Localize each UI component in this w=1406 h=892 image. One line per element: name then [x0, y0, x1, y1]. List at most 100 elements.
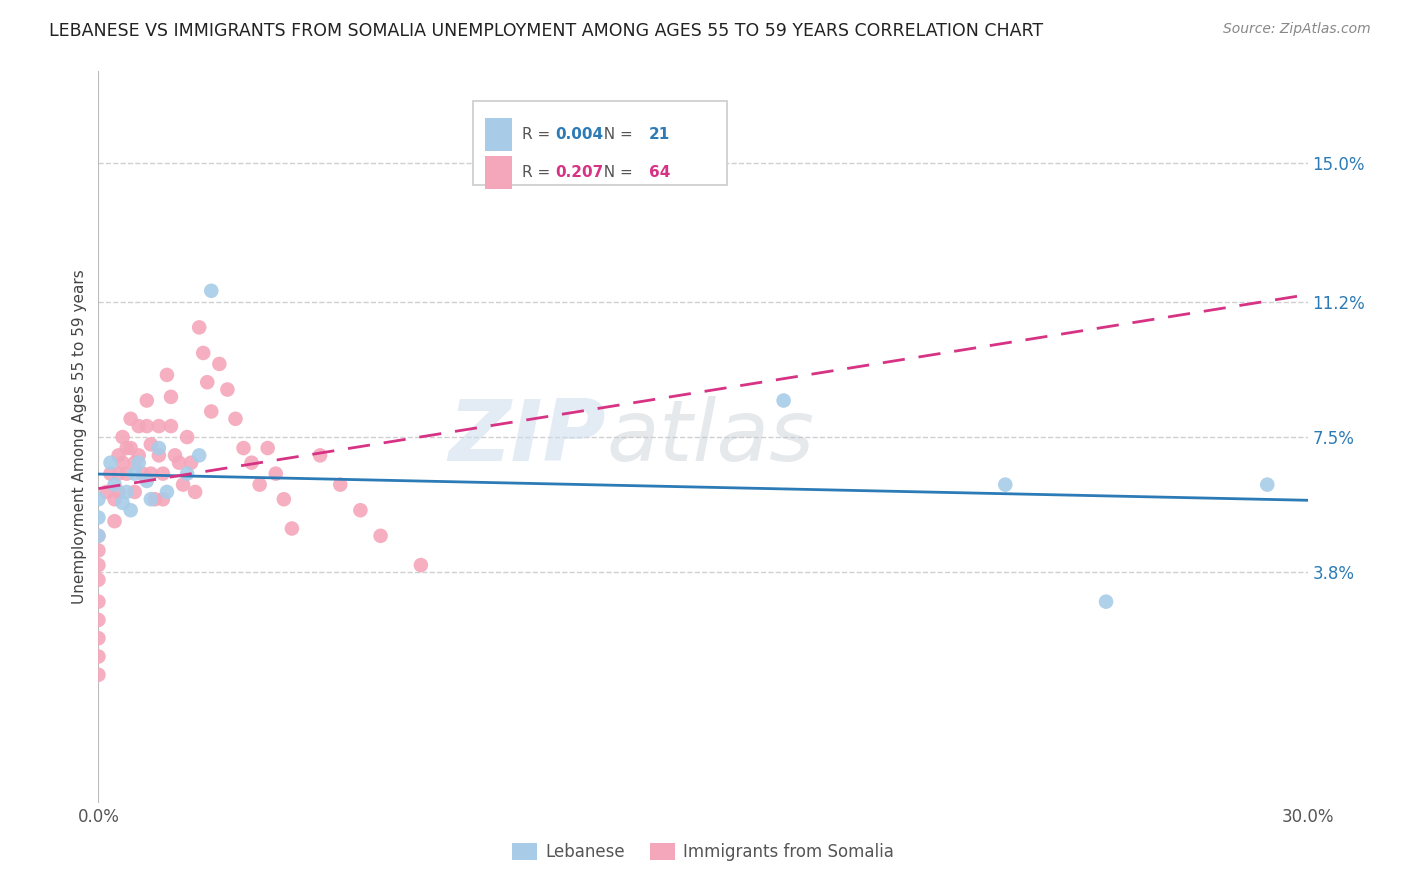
Point: [772, 393, 794, 408]
Point: [409, 558, 432, 573]
Point: [128, 448, 150, 462]
Point: [1256, 477, 1278, 491]
Point: [124, 485, 146, 500]
Point: [107, 485, 129, 500]
Point: [128, 419, 150, 434]
Point: [124, 467, 146, 481]
Point: [87, 510, 110, 524]
Text: R =: R =: [522, 127, 555, 142]
Point: [329, 477, 352, 491]
Point: [172, 477, 194, 491]
Point: [135, 419, 157, 434]
Y-axis label: Unemployment Among Ages 55 to 59 years: Unemployment Among Ages 55 to 59 years: [72, 269, 87, 605]
Point: [111, 430, 134, 444]
Point: [208, 357, 231, 371]
Point: [87, 529, 110, 543]
Point: [103, 492, 125, 507]
Point: [87, 594, 110, 608]
Point: [128, 456, 150, 470]
Text: ZIP: ZIP: [449, 395, 606, 479]
Text: Source: ZipAtlas.com: Source: ZipAtlas.com: [1223, 22, 1371, 37]
Point: [120, 503, 142, 517]
Point: [156, 368, 179, 382]
Point: [152, 467, 174, 481]
Text: 21: 21: [648, 127, 669, 142]
Point: [180, 456, 202, 470]
Point: [115, 485, 138, 500]
Point: [309, 448, 332, 462]
Point: [148, 448, 170, 462]
Text: R =: R =: [522, 165, 555, 179]
Point: [1095, 594, 1118, 608]
Point: [156, 485, 179, 500]
Point: [264, 467, 287, 481]
Text: N =: N =: [595, 127, 638, 142]
Point: [188, 448, 211, 462]
Point: [224, 412, 246, 426]
Point: [120, 441, 142, 455]
Point: [160, 419, 183, 434]
Bar: [485, 118, 512, 151]
Point: [135, 474, 157, 488]
Point: [349, 503, 371, 517]
Point: [87, 529, 110, 543]
Point: [200, 404, 222, 418]
Point: [87, 558, 110, 573]
Point: [139, 492, 162, 507]
Point: [96, 485, 118, 500]
Text: N =: N =: [595, 165, 638, 179]
Legend: Lebanese, Immigrants from Somalia: Lebanese, Immigrants from Somalia: [505, 836, 901, 868]
Point: [87, 632, 110, 646]
Point: [135, 393, 157, 408]
Point: [87, 613, 110, 627]
Point: [217, 383, 239, 397]
Point: [87, 667, 110, 681]
Point: [124, 456, 146, 470]
Point: [111, 456, 134, 470]
Point: [139, 437, 162, 451]
Point: [195, 375, 218, 389]
Point: [281, 521, 304, 535]
Point: [160, 390, 183, 404]
FancyBboxPatch shape: [474, 101, 727, 185]
Text: atlas: atlas: [606, 395, 814, 479]
Point: [103, 514, 125, 528]
Point: [249, 477, 271, 491]
Point: [176, 467, 198, 481]
Point: [167, 456, 190, 470]
Point: [152, 492, 174, 507]
Point: [232, 441, 254, 455]
Point: [184, 485, 207, 500]
Bar: [485, 156, 512, 188]
Text: 64: 64: [648, 165, 671, 179]
Point: [200, 284, 222, 298]
Point: [163, 448, 186, 462]
Text: LEBANESE VS IMMIGRANTS FROM SOMALIA UNEMPLOYMENT AMONG AGES 55 TO 59 YEARS CORRE: LEBANESE VS IMMIGRANTS FROM SOMALIA UNEM…: [49, 22, 1043, 40]
Point: [193, 346, 215, 360]
Point: [132, 467, 155, 481]
Point: [176, 430, 198, 444]
Point: [273, 492, 295, 507]
Point: [87, 573, 110, 587]
Point: [143, 492, 166, 507]
Point: [87, 492, 110, 507]
Point: [148, 419, 170, 434]
Point: [100, 467, 122, 481]
Point: [103, 477, 125, 491]
Point: [87, 543, 110, 558]
Point: [994, 477, 1017, 491]
Point: [139, 467, 162, 481]
Point: [240, 456, 263, 470]
Point: [107, 467, 129, 481]
Point: [115, 467, 138, 481]
Text: 0.207: 0.207: [555, 165, 603, 179]
Point: [115, 441, 138, 455]
Text: 0.004: 0.004: [555, 127, 603, 142]
Point: [148, 441, 170, 455]
Point: [188, 320, 211, 334]
Point: [87, 649, 110, 664]
Point: [120, 412, 142, 426]
Point: [111, 496, 134, 510]
Point: [370, 529, 392, 543]
Point: [256, 441, 278, 455]
